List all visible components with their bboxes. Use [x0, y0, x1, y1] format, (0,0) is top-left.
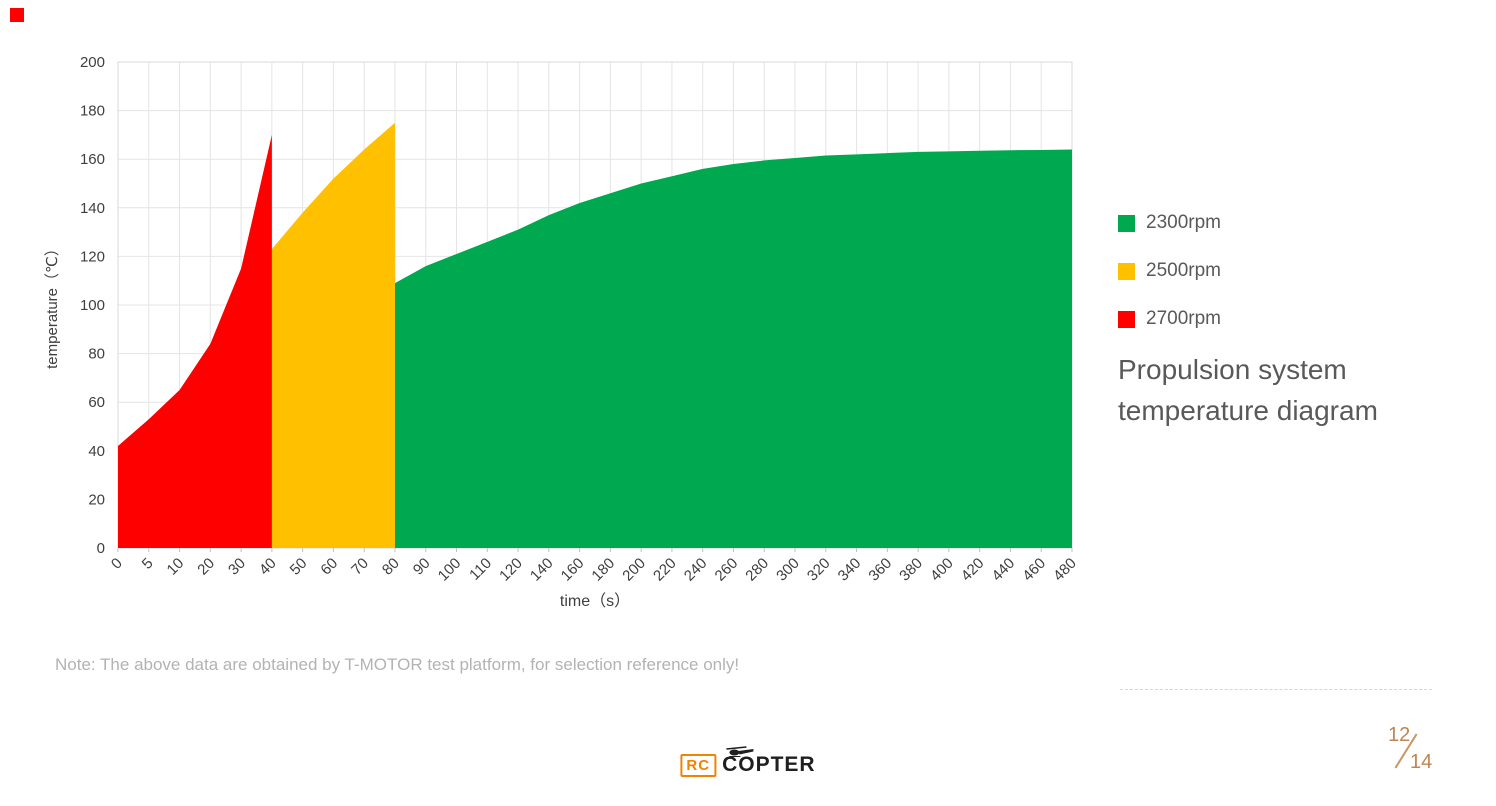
x-tick-label: 240 — [681, 555, 711, 585]
x-tick-label: 120 — [496, 555, 526, 585]
x-tick-label: 40 — [256, 555, 280, 579]
area-2500rpm — [271, 122, 395, 548]
x-tick-label: 0 — [108, 555, 126, 573]
x-tick-label: 320 — [804, 555, 834, 585]
logo-rc-badge: RC — [680, 753, 717, 777]
legend-item-2500rpm: 2500rpm — [1118, 260, 1221, 282]
y-tick-label: 140 — [80, 200, 105, 217]
area-2300rpm — [394, 149, 1072, 549]
area-2700rpm — [118, 134, 272, 548]
x-tick-label: 100 — [435, 555, 465, 585]
x-tick-label: 60 — [317, 555, 341, 579]
y-tick-label: 160 — [80, 151, 105, 168]
page-number-current: 12 — [1388, 724, 1411, 746]
y-tick-label: 60 — [88, 394, 105, 411]
page-number-total: 14 — [1410, 751, 1433, 773]
x-tick-label: 420 — [958, 555, 988, 585]
x-tick-label: 180 — [588, 555, 618, 585]
legend-item-2300rpm: 2300rpm — [1118, 212, 1221, 234]
logo: RC COPTER — [680, 746, 816, 777]
y-tick-label: 0 — [97, 540, 105, 557]
x-tick-label: 360 — [865, 555, 895, 585]
x-tick-label: 5 — [139, 555, 157, 573]
helicopter-icon — [726, 746, 754, 757]
y-tick-label: 40 — [88, 443, 105, 460]
x-tick-label: 90 — [410, 555, 434, 579]
y-tick-label: 180 — [80, 103, 105, 120]
logo-copter-text: COPTER — [722, 753, 816, 776]
note-text: Note: The above data are obtained by T-M… — [55, 655, 740, 674]
legend-label: 2500rpm — [1146, 260, 1221, 281]
x-tick-label: 200 — [619, 555, 649, 585]
chart-side-title: Propulsion system temperature diagram — [1118, 354, 1378, 426]
x-tick-label: 440 — [989, 555, 1019, 585]
x-tick-label: 340 — [835, 555, 865, 585]
legend-swatch-yellow — [1118, 262, 1135, 280]
x-tick-label: 30 — [225, 555, 249, 579]
x-tick-label: 280 — [742, 555, 772, 585]
x-tick-label: 160 — [558, 555, 588, 585]
y-axis-title: temperature（℃） — [44, 241, 61, 369]
x-tick-label: 20 — [194, 555, 218, 579]
chart-legend: 2300rpm 2500rpm 2700rpm — [1118, 212, 1221, 356]
x-axis-title: time（s） — [560, 592, 630, 610]
x-tick-label: 380 — [896, 555, 926, 585]
x-tick-label: 460 — [1019, 555, 1049, 585]
y-tick-label: 120 — [80, 248, 105, 265]
x-tick-label: 10 — [164, 555, 188, 579]
x-tick-label: 260 — [712, 555, 742, 585]
legend-swatch-red — [1118, 310, 1135, 328]
series-areas — [118, 122, 1072, 549]
dashed-divider — [1120, 689, 1432, 690]
x-tick-label: 400 — [927, 555, 957, 585]
legend-label: 2700rpm — [1146, 308, 1221, 329]
legend-swatch-green — [1118, 214, 1135, 232]
x-tick-label: 480 — [1050, 555, 1080, 585]
y-tick-label: 20 — [88, 491, 105, 508]
legend-item-2700rpm: 2700rpm — [1118, 308, 1221, 330]
x-tick-label: 70 — [348, 555, 372, 579]
y-tick-label: 80 — [88, 346, 105, 363]
y-tick-label: 200 — [80, 54, 105, 71]
y-tick-label: 100 — [80, 297, 105, 314]
x-tick-label: 110 — [466, 555, 495, 584]
x-tick-label: 220 — [650, 555, 680, 585]
corner-accent — [10, 8, 24, 22]
x-tick-label: 50 — [287, 555, 311, 579]
x-tick-label: 80 — [379, 555, 403, 579]
x-tick-label: 140 — [527, 555, 557, 585]
x-tick-label: 300 — [773, 555, 803, 585]
page-number: 12 14 — [1386, 724, 1438, 778]
legend-label: 2300rpm — [1146, 212, 1221, 233]
